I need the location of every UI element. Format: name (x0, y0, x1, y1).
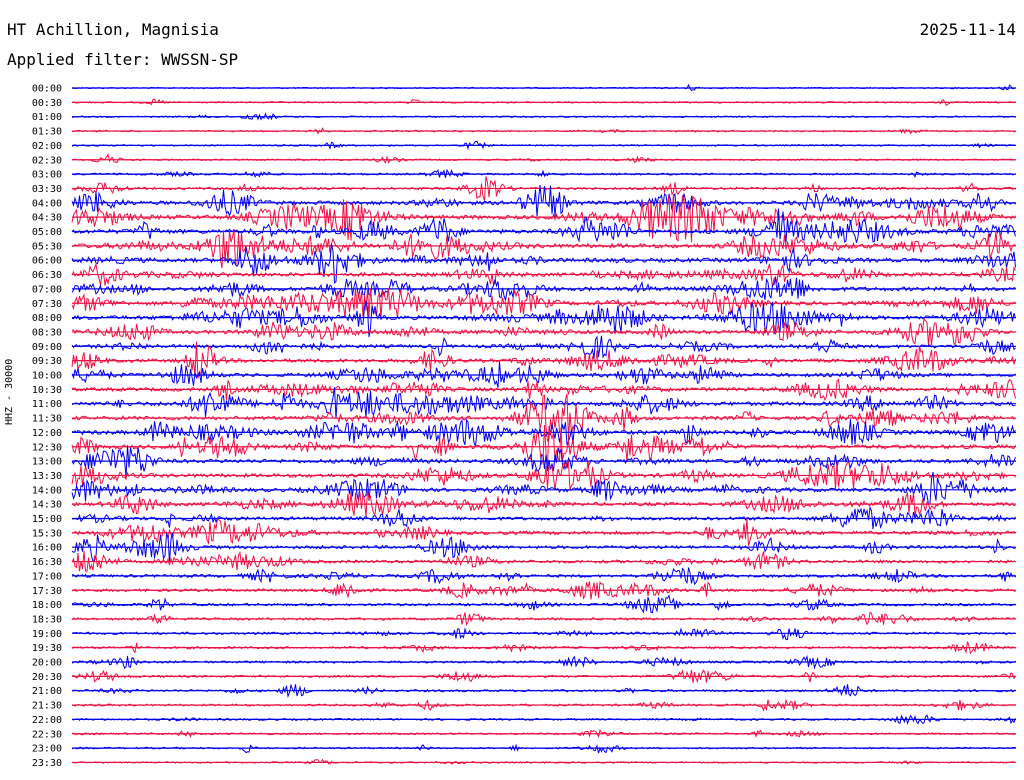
time-label: 07:00 (32, 284, 62, 295)
time-label: 16:00 (32, 543, 62, 554)
time-label: 23:00 (32, 744, 62, 755)
trace-row (71, 185, 1016, 218)
time-label: 06:30 (32, 270, 62, 281)
trace-row (71, 758, 1016, 765)
time-label: 14:00 (32, 485, 62, 496)
time-label: 15:00 (32, 514, 62, 525)
time-label: 17:00 (32, 571, 62, 582)
time-label: 06:00 (32, 256, 62, 267)
trace-row (71, 208, 1016, 243)
trace-row (71, 277, 1016, 301)
time-label: 18:30 (32, 614, 62, 625)
trace-row (71, 743, 1016, 754)
time-label: 10:00 (32, 371, 62, 382)
time-label: 11:30 (32, 414, 62, 425)
time-label: 20:30 (32, 672, 62, 683)
trace-row (71, 300, 1016, 338)
seismic-traces (71, 83, 1016, 765)
time-labels: 00:00 00:30 01:00 01:30 02:00 02:30 03:00 03:30… (32, 84, 62, 769)
time-label: 07:30 (32, 299, 62, 310)
time-label: 12:30 (32, 442, 62, 453)
time-label: 05:00 (32, 227, 62, 238)
time-label: 04:00 (32, 198, 62, 209)
plot-date: 2025-11-14 (919, 20, 1016, 39)
time-label: 05:30 (32, 241, 62, 252)
time-label: 13:30 (32, 471, 62, 482)
time-label: 01:30 (32, 127, 62, 138)
time-label: 04:30 (32, 213, 62, 224)
trace-row (71, 471, 1016, 505)
trace-row (71, 262, 1016, 288)
time-label: 17:30 (32, 586, 62, 597)
time-label: 12:00 (32, 428, 62, 439)
time-label: 14:30 (32, 500, 62, 511)
trace-row (71, 387, 1016, 419)
time-label: 03:00 (32, 170, 62, 181)
time-label: 13:00 (32, 457, 62, 468)
trace-row (71, 335, 1016, 359)
trace-row (71, 627, 1016, 641)
trace-row (71, 424, 1016, 467)
time-label: 19:00 (32, 629, 62, 640)
time-label: 09:00 (32, 342, 62, 353)
time-label: 10:30 (32, 385, 62, 396)
time-label: 19:30 (32, 643, 62, 654)
time-label: 20:00 (32, 658, 62, 669)
time-label: 00:00 (32, 84, 62, 95)
time-label: 08:00 (32, 313, 62, 324)
time-label: 22:30 (32, 729, 62, 740)
time-label: 11:00 (32, 399, 62, 410)
time-label: 21:30 (32, 701, 62, 712)
station-title: HT Achillion, Magnisia (7, 20, 219, 39)
time-label: 03:30 (32, 184, 62, 195)
time-label: 02:30 (32, 155, 62, 166)
time-label: 22:00 (32, 715, 62, 726)
time-label: 01:00 (32, 112, 62, 123)
time-label: 08:30 (32, 327, 62, 338)
filter-label: Applied filter: WWSSN-SP (7, 50, 239, 69)
trace-row (71, 153, 1016, 164)
time-label: 23:30 (32, 758, 62, 769)
trace-row (71, 194, 1016, 243)
time-label: 00:30 (32, 98, 62, 109)
trace-row (71, 287, 1016, 320)
time-label: 21:00 (32, 686, 62, 697)
time-label: 16:30 (32, 557, 62, 568)
time-label: 09:30 (32, 356, 62, 367)
trace-row (71, 243, 1016, 284)
time-label: 02:00 (32, 141, 62, 152)
trace-row (71, 378, 1016, 402)
time-label: 15:30 (32, 528, 62, 539)
time-label: 18:00 (32, 600, 62, 611)
